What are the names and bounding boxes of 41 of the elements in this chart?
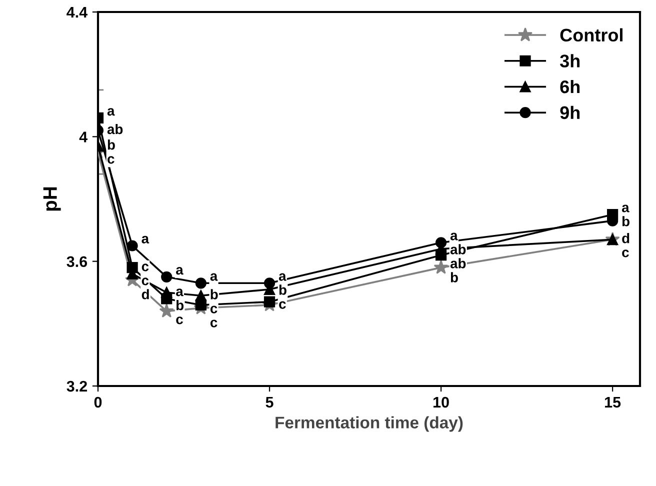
x-axis-title: Fermentation time (day) [276,416,463,432]
data-label: b [450,272,458,282]
data-label: a [176,288,184,296]
x-tick-label: 5 [266,396,274,408]
y-tick-label: 4.4 [66,7,88,18]
legend-label: 9h [560,106,580,120]
y-axis-title: pH [43,187,61,211]
x-tick-label: 10 [434,396,449,408]
data-label: c [142,278,149,286]
y-tick-label: 3.2 [66,380,87,392]
data-label: d [142,289,149,300]
data-label: a [107,108,115,116]
data-label: b [622,216,630,226]
data-label: d [622,233,630,244]
data-label: c [210,320,218,328]
data-label: c [108,156,114,164]
data-label: a [450,232,458,240]
data-label: c [176,316,183,324]
data-label: c [210,306,218,314]
data-label: b [108,140,115,150]
y-tick-label: 4 [79,132,88,142]
data-label: a [142,236,150,244]
y-tick-label: 3.6 [66,256,88,268]
data-label: ab [450,244,466,254]
x-tick-label: 0 [94,396,102,408]
data-label: b [210,289,218,300]
legend-label: 3h [560,54,580,68]
data-label: a [210,273,218,281]
legend-label: 6h [560,80,580,94]
data-label: c [279,301,286,309]
data-label: c [142,264,149,272]
data-label: a [622,204,630,212]
data-label: ab [450,258,466,268]
data-label: ab [107,124,123,134]
data-label: c [622,250,629,258]
data-label: b [279,284,286,295]
legend-label: Control [560,28,622,42]
x-tick-label: 15 [605,396,621,408]
data-label: a [176,267,184,275]
data-label: b [176,300,184,310]
data-label: a [278,273,286,281]
